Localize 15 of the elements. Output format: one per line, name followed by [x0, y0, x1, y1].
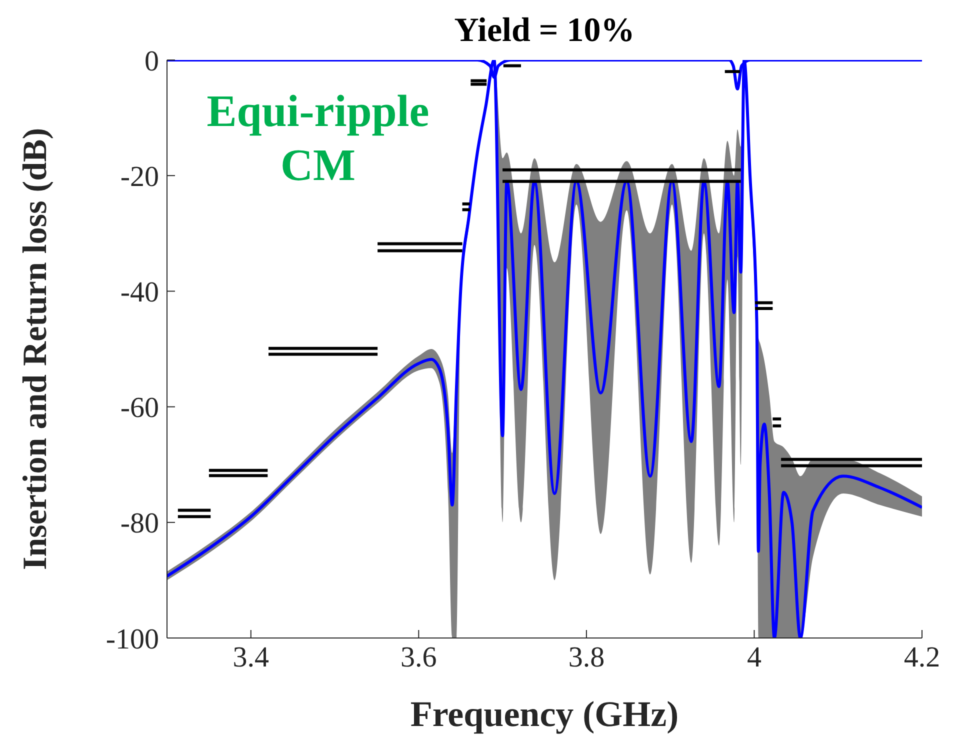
chart-title: Yield = 10% [453, 12, 636, 50]
x-tick-label: 4.2 [904, 642, 940, 674]
annotation: Equi-ripple CM [206, 85, 430, 192]
x-tick-label: 3.8 [568, 642, 605, 674]
x-tick-label: 4 [746, 642, 762, 674]
y-tick-label: -80 [120, 508, 159, 540]
y-tick-label: 0 [144, 45, 159, 78]
y-tick-label: -100 [106, 623, 159, 656]
x-tick-label: 3.6 [400, 642, 437, 674]
y-tick-label: -40 [120, 276, 159, 308]
x-tick-label: 3.4 [232, 642, 270, 674]
y-tick-label: -20 [120, 160, 159, 193]
x-axis-title: Frequency (GHz) [410, 694, 679, 734]
y-tick-label: -60 [120, 392, 159, 424]
y-axis-title: Insertion and Return loss (dB) [17, 128, 54, 570]
